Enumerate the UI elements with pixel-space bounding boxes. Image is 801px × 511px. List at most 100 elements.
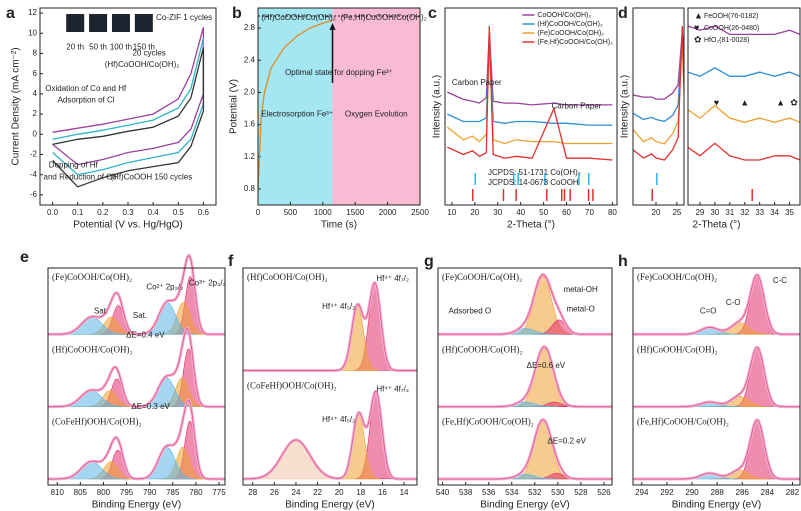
annotation: Hf⁴⁺ 4f₅/₂ (322, 415, 355, 424)
envelope (438, 273, 612, 335)
x-tick-label: 20 (652, 208, 661, 217)
x-tick-label: 526 (597, 488, 611, 497)
spectrum-label: (Hf)CoOOH/Co(OH)₂ (442, 344, 523, 354)
x-tick-label: 28 (248, 488, 257, 497)
annotation: Hf⁴⁺ 4f₅/₂ (322, 302, 355, 311)
spectrum-label: (Hf)CoOOH/Co(OH)₂ (52, 344, 133, 354)
annotation: Oxidation of Co and Hf (45, 84, 127, 93)
x-tick-label: 530 (551, 488, 565, 497)
annotation: Electrosorption Fe³⁺ (261, 109, 333, 118)
x-tick-label: 40 (516, 208, 525, 217)
envelope-halo (243, 280, 417, 372)
envelope-halo (243, 389, 417, 481)
y-axis-label: Intensity (a.u.) (620, 75, 631, 138)
y-tick-label: 10 (28, 28, 37, 37)
series-line (632, 32, 685, 100)
plot-frame (632, 7, 685, 206)
annotation: C-C (773, 276, 787, 285)
annotation: metal-OH (564, 285, 598, 294)
x-tick-label: 31 (725, 208, 734, 217)
x-tick-label: 35 (785, 208, 794, 217)
annotation: ΔE=0.2 eV (548, 437, 587, 446)
spectrum-label: (CoFeHf)OOH/Co(OH)₂ (52, 417, 142, 427)
annotation: and Reduction of Co (44, 173, 117, 182)
panel-letter: c (428, 5, 437, 22)
panel-letter: b (232, 5, 242, 22)
x-tick-label: 24 (292, 488, 301, 497)
envelope (48, 254, 225, 335)
x-tick-label: 795 (120, 488, 134, 497)
x-tick-label: 0.2 (97, 208, 109, 217)
annotation: Dopping of Hf (49, 161, 99, 170)
envelope (48, 399, 225, 480)
annotation: metal-O (566, 304, 594, 313)
annotation: Optimal state for dopping Fe³⁺ (285, 68, 393, 77)
annotation: Carbon Paper (552, 102, 602, 111)
envelope-halo (633, 345, 800, 409)
series-line (632, 25, 685, 161)
annotation: Adsorption of Cl (58, 96, 115, 105)
y-tick-label: 6 (33, 69, 38, 78)
y-tick-label: 2.8 (244, 23, 256, 32)
annotation: ΔE=0.4 eV (126, 330, 165, 339)
annotation: (Hf)CoOOH/Co(OH)₂ (105, 60, 180, 69)
x-tick-label: 780 (189, 488, 203, 497)
legend-label: (Fe,Hf)CoOOH/Co(OH)₂ (537, 39, 613, 46)
plot-frame (257, 7, 421, 206)
annotation: 20 th (66, 43, 84, 52)
envelope (633, 274, 800, 335)
x-tick-label: 20 (470, 208, 479, 217)
plot-frame (47, 267, 226, 486)
x-axis-label: Binding Energy (eV) (285, 500, 375, 511)
marker: ♥ (714, 97, 719, 107)
x-tick-label: 14 (400, 488, 409, 497)
x-tick-label: 29 (695, 208, 704, 217)
envelope (438, 419, 612, 480)
x-tick-label: 18 (356, 488, 365, 497)
x-tick-label: 0 (256, 208, 261, 217)
envelope-halo (48, 253, 225, 336)
x-tick-label: 288 (710, 488, 724, 497)
spectrum-label: (CoFeHf)OOH/Co(OH)₂ (247, 381, 337, 391)
y-tick-label: 2.4 (244, 55, 256, 64)
y-axis-label: Current Density (mA cm⁻²) (11, 47, 22, 165)
spectrum-label: (Fe)CoOOH/Co(OH)₂ (52, 272, 132, 282)
y-tick-label: 8 (33, 49, 38, 58)
x-tick-label: 0.6 (198, 208, 210, 217)
plot-frame (632, 267, 801, 486)
x-tick-label: 538 (459, 488, 473, 497)
x-tick-label: 528 (574, 488, 588, 497)
x-axis-label: Potential (V vs. Hg/HgO) (73, 220, 182, 231)
x-tick-label: 532 (528, 488, 542, 497)
x-tick-label: 2500 (411, 208, 429, 217)
series-line (447, 31, 613, 106)
x-tick-label: 0.1 (72, 208, 84, 217)
x-tick-label: 800 (97, 488, 111, 497)
envelope (243, 390, 417, 480)
region (258, 8, 333, 205)
annotation: 50 th (89, 43, 107, 52)
panel-letter: d (618, 5, 628, 22)
spectrum-label: (Fe,Hf)CoOOH/Co(OH)₂ (442, 417, 534, 427)
x-axis-label: Binding Energy (eV) (672, 500, 762, 511)
legend-label: CoOOH/Co(OH)₂ (537, 12, 591, 19)
marker-legend-label: FeOOH(76-0182) (704, 13, 758, 20)
x-tick-label: 0.4 (148, 208, 160, 217)
envelope (48, 327, 225, 408)
x-tick-label: 0.0 (47, 208, 59, 217)
x-tick-label: 26 (270, 488, 279, 497)
envelope (633, 419, 800, 480)
x-tick-label: 30 (710, 208, 719, 217)
x-tick-label: 80 (608, 208, 617, 217)
envelope-halo (438, 345, 612, 409)
x-tick-label: 785 (166, 488, 180, 497)
x-tick-label: 34 (770, 208, 779, 217)
x-axis-label: 2-Theta (°) (507, 220, 555, 231)
x-tick-label: 284 (761, 488, 775, 497)
y-tick-label: 0 (33, 129, 38, 138)
x-tick-label: 282 (786, 488, 800, 497)
x-tick-label: 22 (313, 488, 322, 497)
annotation: Co³⁺ 2p₃/₂ (189, 278, 226, 287)
panel-letter: f (228, 253, 234, 270)
spectrum-label: (Hf)CoOOH/Co(OH)₂ (637, 344, 718, 354)
